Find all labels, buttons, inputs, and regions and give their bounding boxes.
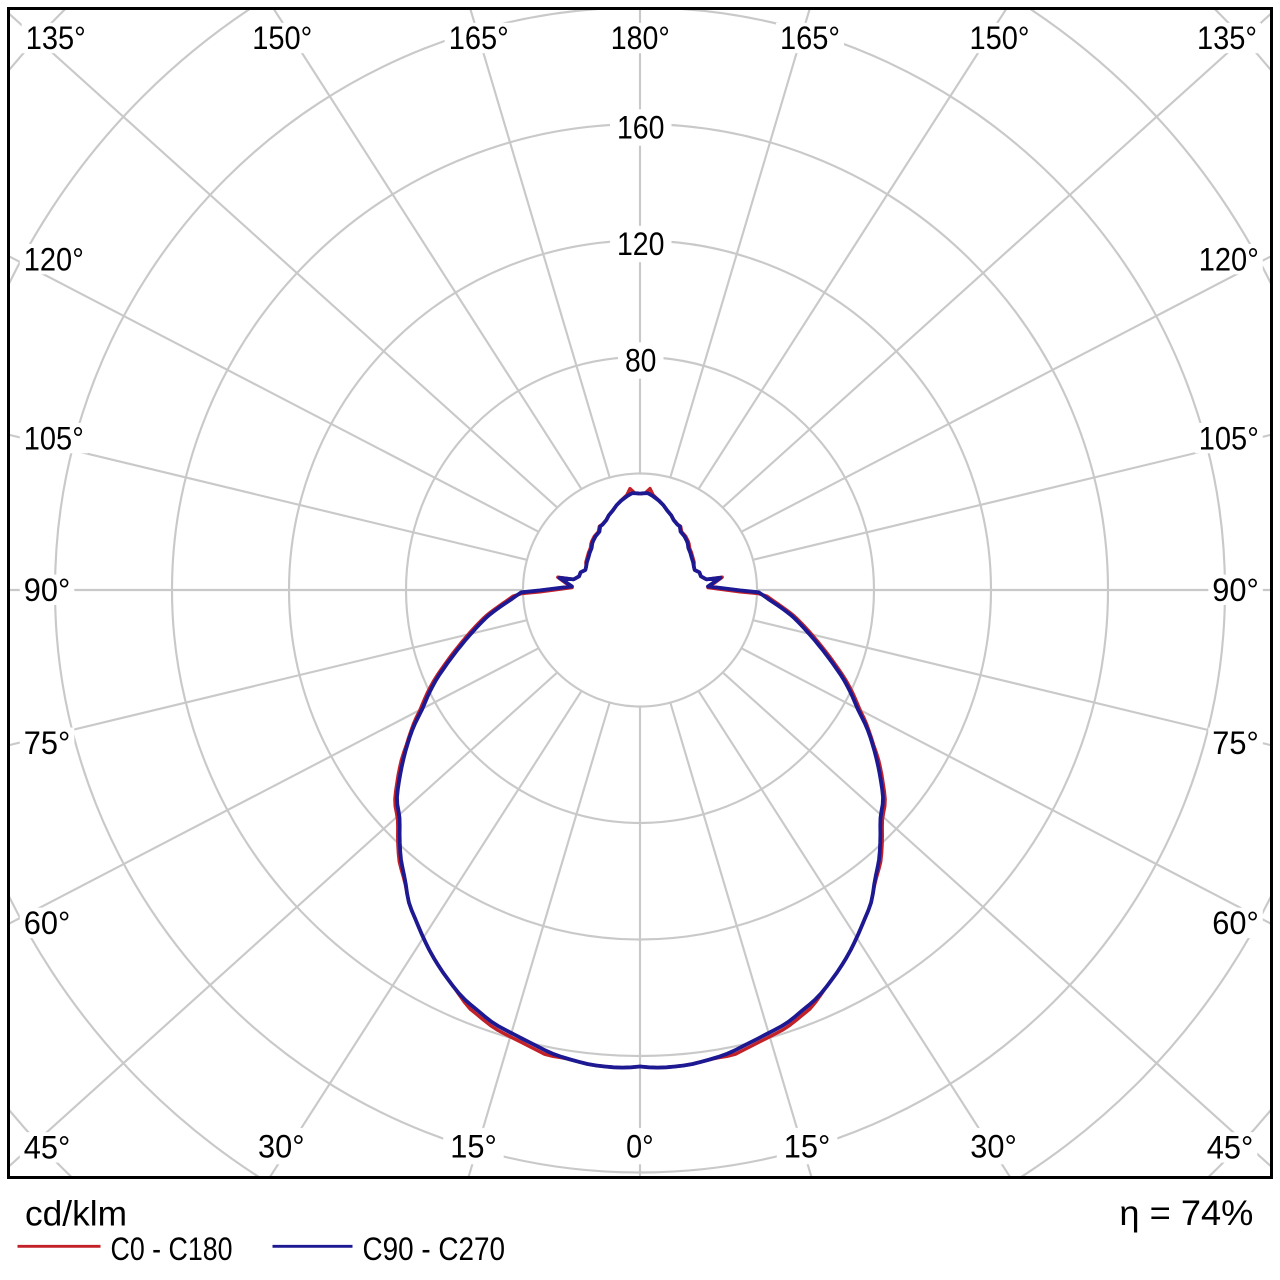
- svg-text:45°: 45°: [24, 1130, 71, 1166]
- svg-text:C90 - C270: C90 - C270: [363, 1231, 506, 1267]
- svg-text:90°: 90°: [1212, 572, 1259, 608]
- svg-text:30°: 30°: [970, 1128, 1017, 1164]
- svg-text:105°: 105°: [1199, 420, 1259, 456]
- svg-text:135°: 135°: [1197, 20, 1257, 56]
- svg-text:90°: 90°: [24, 572, 71, 608]
- svg-text:80: 80: [625, 343, 657, 379]
- svg-text:180°: 180°: [611, 20, 670, 56]
- svg-text:120°: 120°: [24, 241, 84, 277]
- svg-text:C0 - C180: C0 - C180: [111, 1231, 233, 1267]
- svg-text:165°: 165°: [449, 20, 509, 56]
- svg-text:75°: 75°: [24, 725, 71, 761]
- svg-text:150°: 150°: [970, 20, 1030, 56]
- svg-text:120°: 120°: [1199, 241, 1259, 277]
- svg-text:15°: 15°: [450, 1128, 497, 1164]
- svg-text:120: 120: [617, 226, 665, 262]
- svg-text:30°: 30°: [258, 1128, 305, 1164]
- svg-text:60°: 60°: [24, 905, 71, 941]
- svg-text:45°: 45°: [1207, 1130, 1254, 1166]
- svg-text:0°: 0°: [626, 1128, 654, 1164]
- svg-text:165°: 165°: [780, 20, 840, 56]
- svg-text:150°: 150°: [252, 20, 312, 56]
- svg-text:cd/klm: cd/klm: [25, 1195, 127, 1234]
- svg-text:60°: 60°: [1212, 905, 1259, 941]
- svg-text:160: 160: [617, 110, 665, 146]
- svg-text:75°: 75°: [1212, 725, 1259, 761]
- svg-text:105°: 105°: [24, 420, 84, 456]
- svg-text:15°: 15°: [784, 1128, 831, 1164]
- svg-text:η = 74%: η = 74%: [1119, 1194, 1253, 1233]
- svg-text:135°: 135°: [26, 20, 86, 56]
